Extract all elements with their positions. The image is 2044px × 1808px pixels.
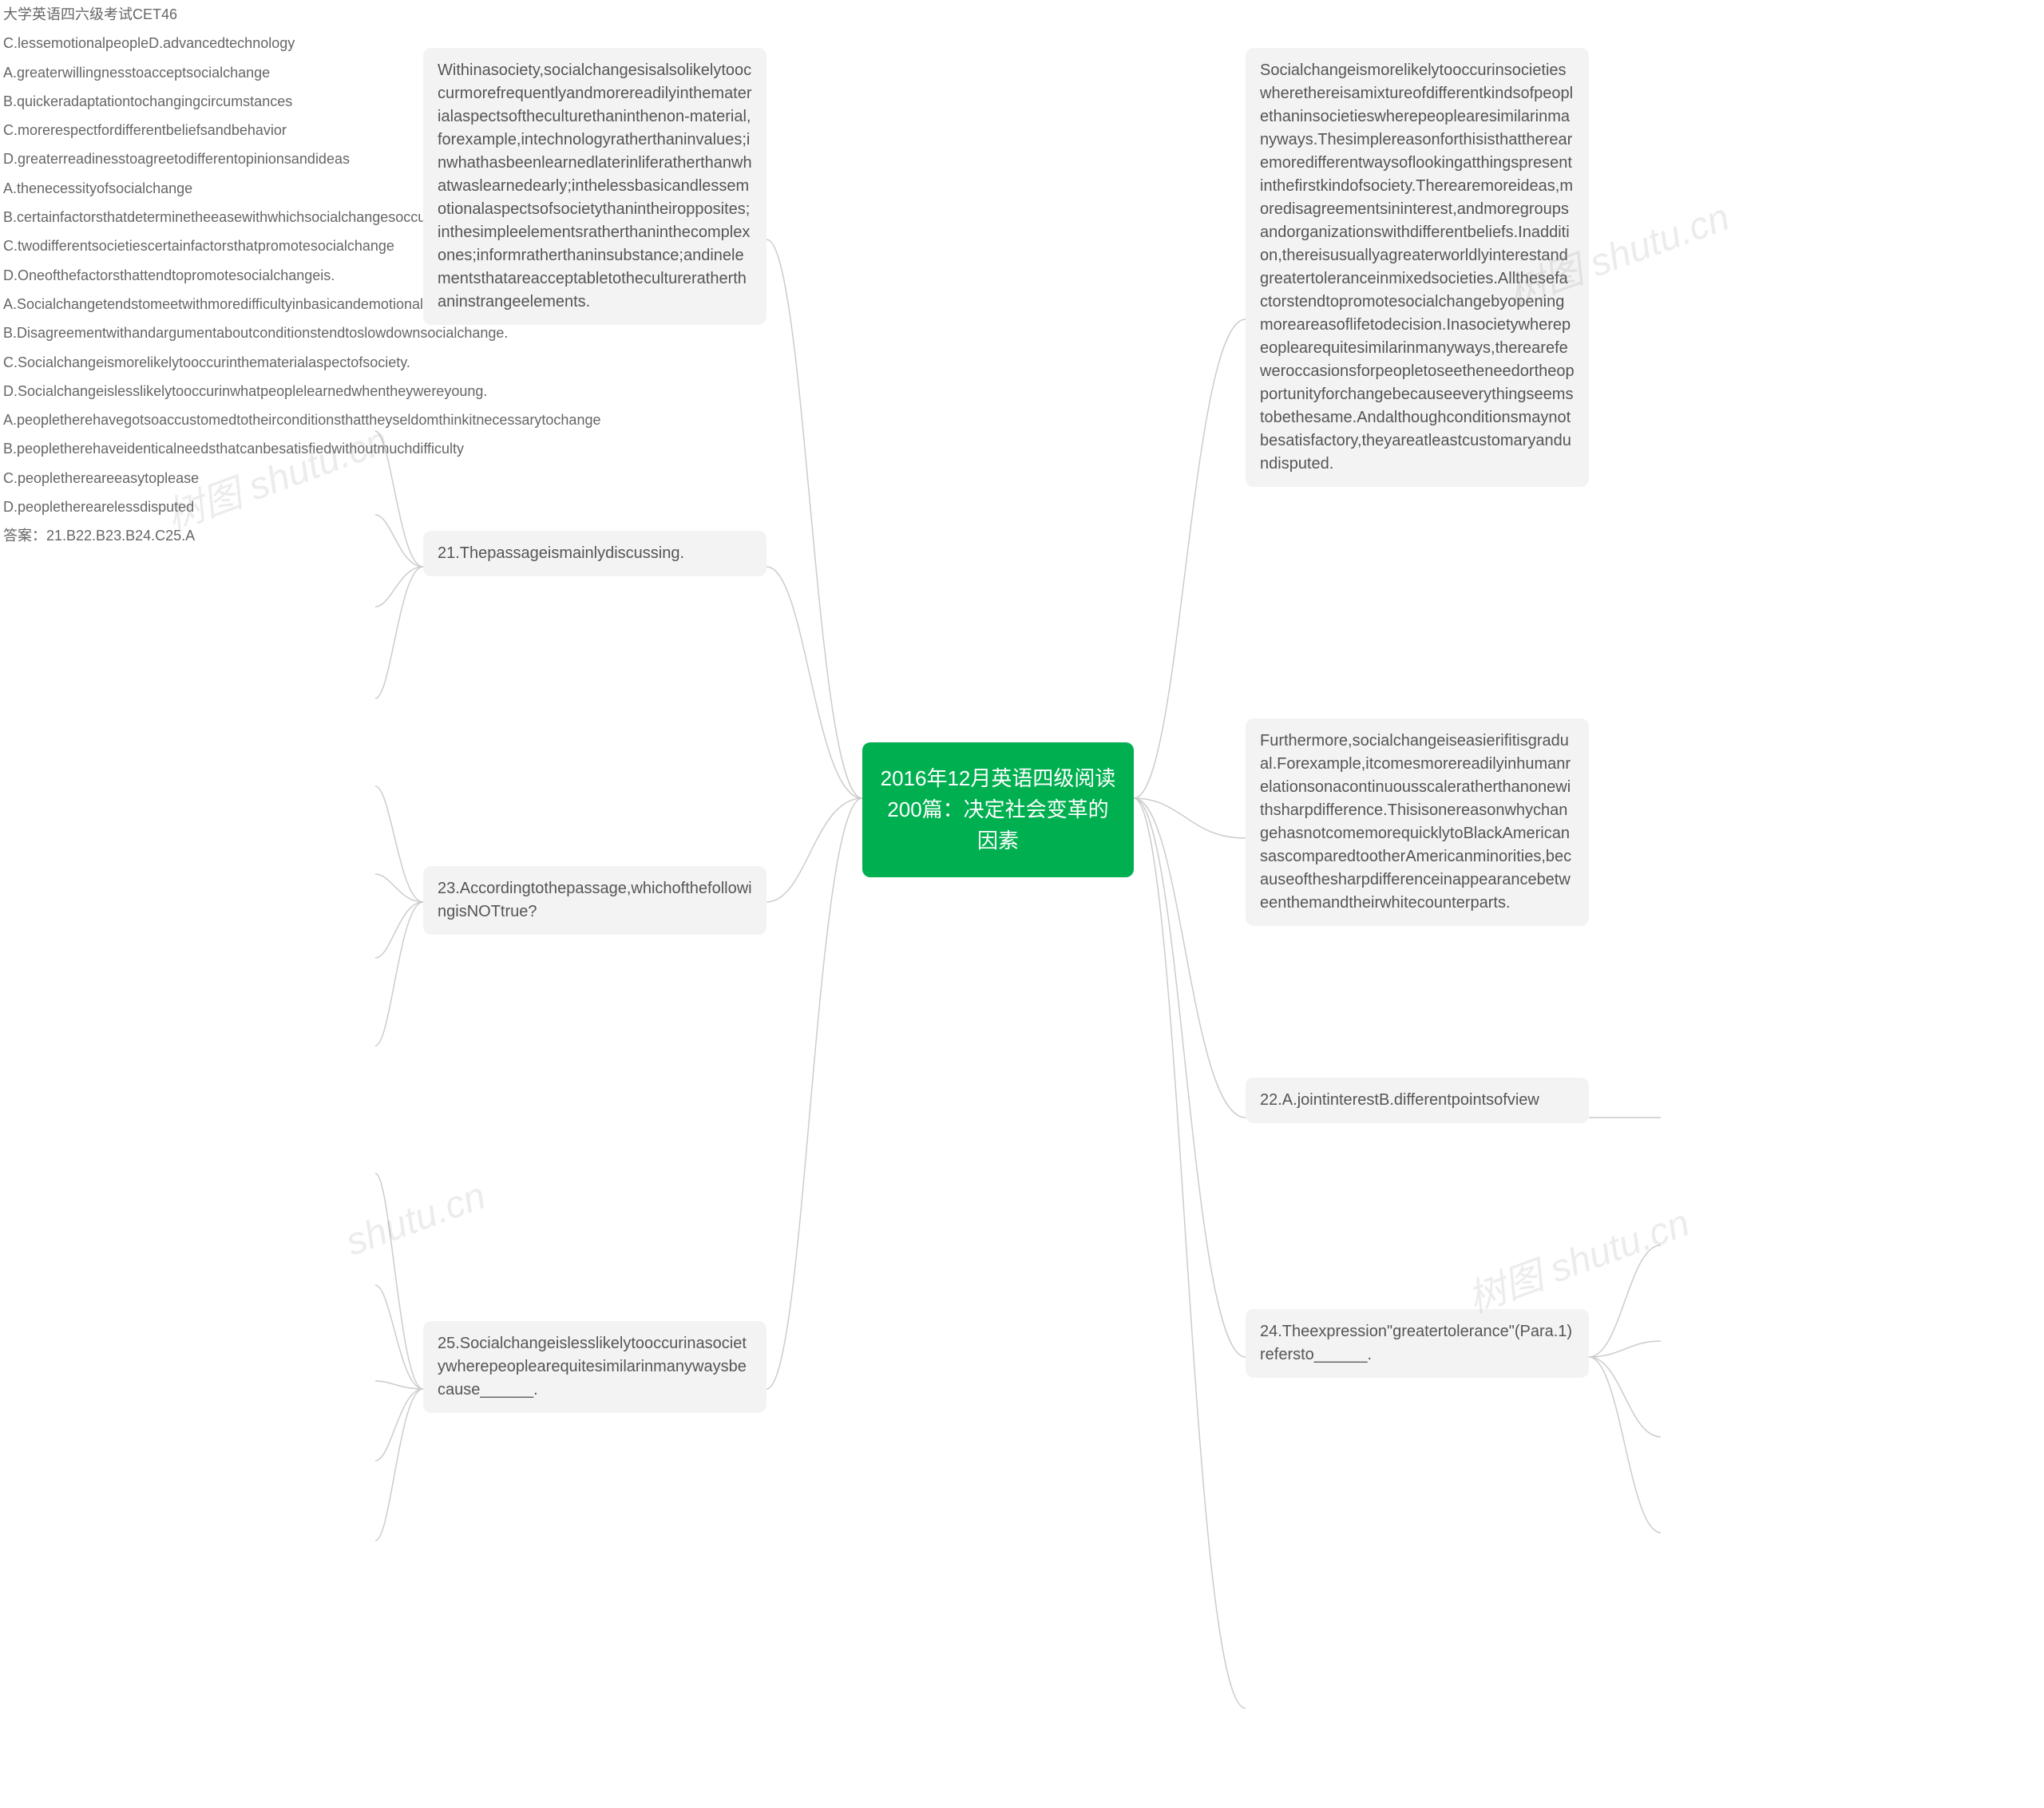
q24-opt-b: B.quickeradaptationtochangingcircumstanc…	[0, 87, 327, 116]
q25-node[interactable]: 25.Socialchangeislesslikelytooccurinasoc…	[423, 1321, 766, 1413]
q24-opt-c: C.morerespectfordifferentbeliefsandbehav…	[0, 116, 327, 144]
left-para3[interactable]: Withinasociety,socialchangesisalsolikely…	[423, 48, 766, 325]
q22-opt-c: C.lessemotionalpeopleD.advancedtechnolog…	[0, 29, 327, 57]
q24-opt-d: D.greaterreadinesstoagreetodifferentopin…	[0, 144, 327, 173]
q25-opt-b: B.peopletherehaveidenticalneedsthatcanbe…	[0, 434, 327, 463]
q23-node[interactable]: 23.Accordingtothepassage,whichofthefollo…	[423, 866, 766, 935]
q25-opt-d: D.peopletherearelessdisputed	[0, 493, 252, 521]
q21-node[interactable]: 21.Thepassageismainlydiscussing.	[423, 531, 766, 576]
center-topic[interactable]: 2016年12月英语四级阅读 200篇：决定社会变革的 因素	[862, 742, 1134, 877]
q23-opt-b: B.Disagreementwithandargumentaboutcondit…	[0, 318, 327, 347]
right-para1[interactable]: Socialchangeismorelikelytooccurinsocieti…	[1246, 48, 1589, 487]
q23-opt-a: A.Socialchangetendstomeetwithmoredifficu…	[0, 290, 327, 318]
center-line3: 因素	[977, 829, 1019, 853]
q25-opt-a: A.peopletherehavegotsoaccustomedtotheirc…	[0, 406, 327, 434]
q23-opt-d: D.Socialchangeislesslikelytooccurinwhatp…	[0, 377, 327, 406]
q23-opt-c: C.Socialchangeismorelikelytooccurinthema…	[0, 348, 327, 377]
right-para2[interactable]: Furthermore,socialchangeiseasierifitisgr…	[1246, 718, 1589, 926]
q22-node[interactable]: 22.A.jointinterestB.differentpointsofvie…	[1246, 1078, 1589, 1123]
ref-node: 大学英语四六级考试CET46	[0, 0, 343, 29]
watermark-4: 树图 shutu.cn	[1459, 1191, 1696, 1323]
q21-opt-a: A.thenecessityofsocialchange	[0, 174, 327, 203]
q25-opt-c: C.peoplethereareeasytoplease	[0, 464, 232, 493]
q24-node[interactable]: 24.Theexpression"greatertolerance"(Para.…	[1246, 1309, 1589, 1378]
center-line2: 200篇：决定社会变革的	[887, 797, 1108, 821]
q21-opt-d: D.Oneofthefactorsthattendtopromotesocial…	[0, 261, 327, 290]
q24-opt-a: A.greaterwillingnesstoacceptsocialchange	[0, 58, 327, 87]
q21-opt-b: B.certainfactorsthatdeterminetheeasewith…	[0, 203, 327, 231]
center-line1: 2016年12月英语四级阅读	[881, 766, 1116, 790]
q21-opt-c: C.twodifferentsocietiescertainfactorstha…	[0, 231, 327, 260]
watermark-3: shutu.cn	[340, 1174, 491, 1265]
q25-answer: 答案：21.B22.B23.B24.C25.A	[0, 521, 244, 550]
